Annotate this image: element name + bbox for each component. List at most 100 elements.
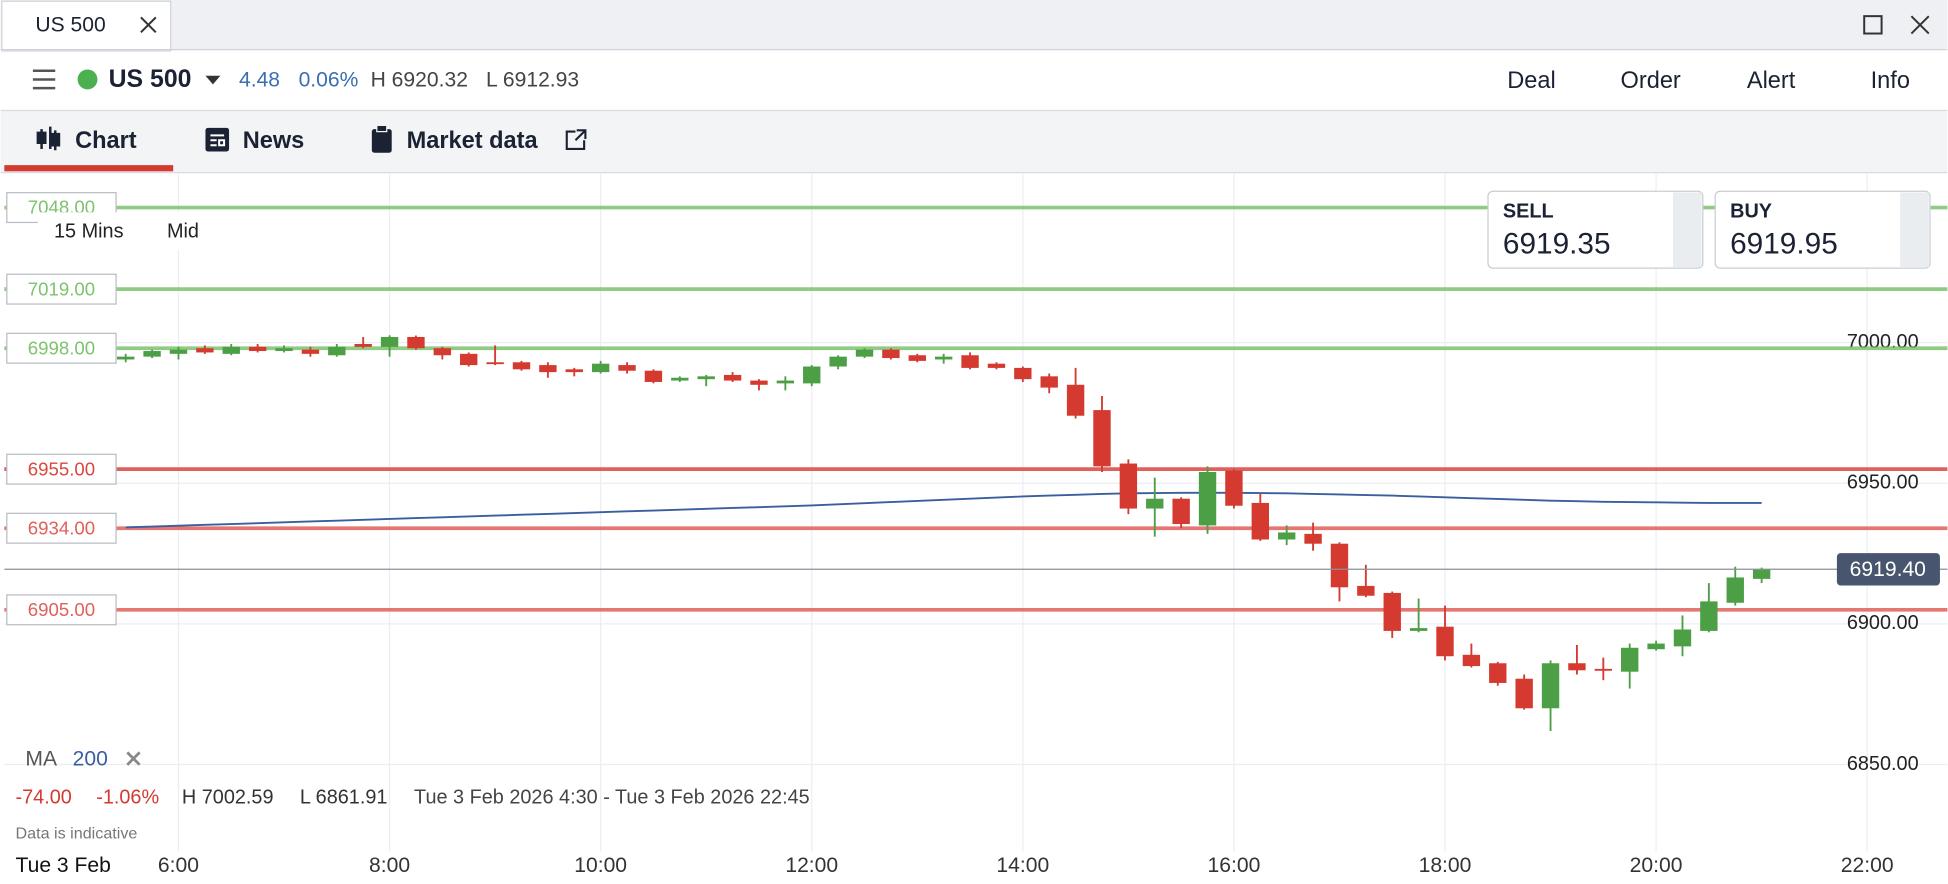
- menu-icon[interactable]: [32, 69, 56, 90]
- candle-body: [117, 356, 135, 360]
- candle-body: [539, 365, 557, 373]
- candle-body: [908, 355, 926, 361]
- candle-body: [1436, 626, 1454, 657]
- buy-price: 6919.95: [1730, 228, 1838, 261]
- x-tick-label: 16:00: [1208, 854, 1261, 877]
- candle-body: [196, 348, 214, 353]
- level-label: 6955.00: [28, 458, 95, 479]
- level-label: 7019.00: [28, 278, 95, 299]
- candle-body: [460, 353, 478, 366]
- close-tab-icon[interactable]: [140, 16, 157, 33]
- sell-box[interactable]: [1487, 190, 1704, 269]
- candle-body: [143, 351, 161, 357]
- candle-body: [1146, 498, 1164, 509]
- instrument-name[interactable]: US 500: [109, 66, 192, 93]
- candle-body: [776, 380, 795, 384]
- buy-box[interactable]: [1714, 190, 1931, 269]
- candle-body: [961, 355, 979, 368]
- candle-body: [1093, 410, 1111, 467]
- x-tick-label: 14:00: [996, 854, 1049, 877]
- external-link-icon[interactable]: [565, 129, 587, 151]
- candle-body: [934, 356, 953, 360]
- ma-label: MA: [25, 747, 58, 770]
- x-tick-label: 22:00: [1841, 854, 1894, 877]
- x-tick-label: 18:00: [1419, 854, 1472, 877]
- day-low: L 6912.93: [486, 68, 579, 91]
- candle-body: [1330, 543, 1349, 588]
- view-tab[interactable]: Market data: [407, 127, 539, 153]
- stat-change: -74.00: [16, 787, 72, 809]
- x-tick-label: 6:00: [158, 854, 199, 877]
- x-tick-label: 12:00: [785, 854, 838, 877]
- candle-body: [248, 346, 267, 352]
- sell-label: SELL: [1503, 201, 1554, 223]
- active-tab-indicator: [4, 165, 174, 172]
- action-button[interactable]: Info: [1871, 67, 1910, 93]
- x-tick-label: 10:00: [574, 854, 627, 877]
- dropdown-icon[interactable]: [205, 75, 221, 85]
- candle-body: [1251, 502, 1269, 540]
- action-button[interactable]: Alert: [1747, 67, 1796, 93]
- candle-body: [1568, 663, 1586, 671]
- level-label: 6998.00: [28, 337, 95, 358]
- candle-body: [1489, 663, 1507, 683]
- window-tab[interactable]: [1, 0, 172, 52]
- sell-price: 6919.35: [1503, 228, 1611, 261]
- candle-body: [1673, 629, 1692, 647]
- maximize-icon[interactable]: [1863, 15, 1883, 35]
- stat-low: L 6861.91: [300, 787, 388, 809]
- y-tick-label: 6850.00: [1847, 753, 1919, 775]
- candle-body: [407, 336, 425, 349]
- level-label: 6905.00: [28, 599, 95, 620]
- candle-body: [1014, 367, 1032, 380]
- view-tab[interactable]: Chart: [75, 127, 137, 153]
- candle-body: [1304, 533, 1322, 544]
- interval-label[interactable]: 15 Mins: [54, 220, 124, 242]
- stat-high: H 7002.59: [182, 787, 274, 809]
- candle-body: [1040, 376, 1058, 388]
- ma-period: 200: [73, 747, 108, 770]
- candle-body: [512, 362, 531, 370]
- buy-label: BUY: [1730, 201, 1772, 223]
- market-data-icon-clip: [376, 124, 388, 133]
- moving-average-line: [125, 491, 1762, 529]
- x-tick-label: 8:00: [369, 854, 410, 877]
- candle-body: [1594, 668, 1613, 671]
- candle-body: [1172, 498, 1190, 525]
- candle-body: [1541, 663, 1560, 709]
- sell-box-strip: [1673, 192, 1702, 267]
- candle-body: [565, 369, 583, 373]
- candle-body: [697, 376, 715, 380]
- change: 4.48: [239, 68, 280, 91]
- interval-overlay: [37, 212, 218, 250]
- candle-body: [644, 370, 663, 382]
- buy-box-strip: [1900, 192, 1929, 267]
- candle-body: [829, 356, 847, 367]
- candle-body: [591, 363, 610, 373]
- tab-title: US 500: [35, 14, 105, 37]
- change-pct: 0.06%: [299, 68, 359, 91]
- candle-body: [1621, 647, 1639, 672]
- status-dot: [77, 69, 98, 90]
- candle-body: [222, 346, 240, 354]
- candle-body: [1726, 577, 1744, 603]
- view-tab[interactable]: News: [243, 127, 305, 153]
- action-button[interactable]: Deal: [1507, 67, 1556, 93]
- candle-body: [354, 343, 372, 347]
- level-label-box: [6, 453, 117, 485]
- candle-body: [1277, 532, 1296, 540]
- level-label-box: [6, 332, 117, 364]
- candle-body: [1515, 678, 1533, 709]
- disclaimer: Data is indicative: [16, 825, 138, 843]
- candle-body: [433, 348, 452, 356]
- level-label-box: [6, 594, 117, 626]
- remove-ma-icon[interactable]: [126, 751, 141, 766]
- candle-body: [169, 349, 188, 354]
- date-label: Tue 3 Feb: [16, 854, 111, 877]
- price-type-label[interactable]: Mid: [167, 220, 199, 242]
- close-window-icon[interactable]: [1910, 15, 1930, 35]
- candle-body: [1357, 585, 1375, 596]
- candle-body: [1462, 654, 1481, 667]
- action-button[interactable]: Order: [1621, 67, 1681, 93]
- day-high: H 6920.32: [371, 68, 468, 91]
